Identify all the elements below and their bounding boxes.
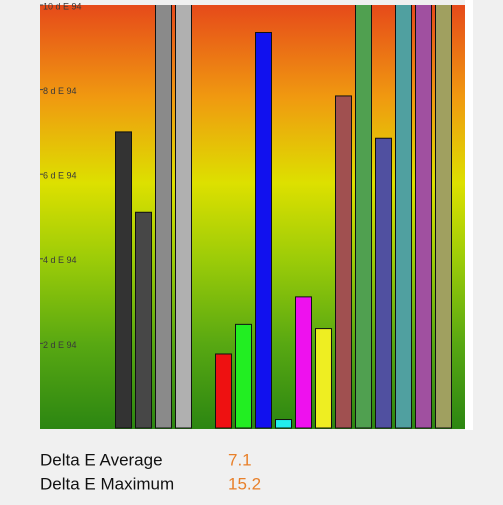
summary-label: Delta E Average	[40, 450, 163, 469]
bar	[435, 5, 452, 429]
bar	[215, 353, 232, 429]
bars	[115, 5, 452, 429]
plot-margin	[465, 0, 473, 430]
y-tick-label: 2 d E 94	[43, 340, 77, 350]
y-tick-label: 4 d E 94	[43, 255, 77, 265]
bar	[355, 5, 372, 429]
ticks: 2 d E 94 4 d E 94 6 d E 94 8 d E 94 10 d E 9…	[40, 1, 82, 350]
y-tick-label: 10 d E 94	[43, 1, 82, 11]
bar	[135, 211, 152, 429]
summary-value: 15.2	[228, 474, 261, 493]
bar	[335, 95, 352, 429]
summary-value: 7.1	[228, 450, 252, 469]
plot-area	[40, 5, 465, 429]
bar	[175, 5, 192, 429]
bar	[155, 5, 172, 429]
bar	[235, 323, 252, 429]
bar	[315, 328, 332, 429]
bar	[415, 5, 432, 429]
bar	[275, 419, 292, 429]
summary: Delta E Average 7.1 Delta E Maximum 15.2	[40, 450, 261, 493]
y-tick-label: 6 d E 94	[43, 171, 77, 181]
bar	[395, 5, 412, 429]
summary-label: Delta E Maximum	[40, 474, 174, 493]
bar	[295, 296, 312, 429]
y-tick-label: 8 d E 94	[43, 86, 77, 96]
bar	[115, 131, 132, 429]
bar	[255, 31, 272, 429]
bar	[375, 137, 392, 429]
